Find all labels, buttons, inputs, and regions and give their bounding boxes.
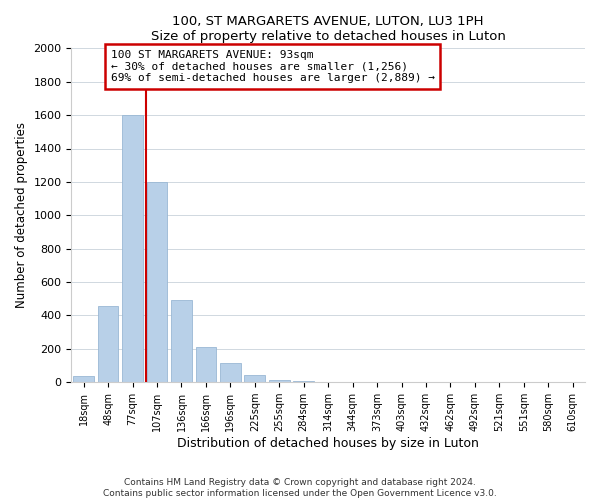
Bar — [171, 300, 192, 382]
Bar — [73, 376, 94, 382]
Bar — [196, 347, 217, 382]
Bar — [269, 380, 290, 382]
Bar — [244, 374, 265, 382]
Y-axis label: Number of detached properties: Number of detached properties — [15, 122, 28, 308]
Bar — [220, 363, 241, 382]
X-axis label: Distribution of detached houses by size in Luton: Distribution of detached houses by size … — [177, 437, 479, 450]
Text: Contains HM Land Registry data © Crown copyright and database right 2024.
Contai: Contains HM Land Registry data © Crown c… — [103, 478, 497, 498]
Bar — [122, 115, 143, 382]
Bar — [98, 306, 118, 382]
Bar — [146, 182, 167, 382]
Title: 100, ST MARGARETS AVENUE, LUTON, LU3 1PH
Size of property relative to detached h: 100, ST MARGARETS AVENUE, LUTON, LU3 1PH… — [151, 15, 506, 43]
Text: 100 ST MARGARETS AVENUE: 93sqm
← 30% of detached houses are smaller (1,256)
69% : 100 ST MARGARETS AVENUE: 93sqm ← 30% of … — [110, 50, 434, 83]
